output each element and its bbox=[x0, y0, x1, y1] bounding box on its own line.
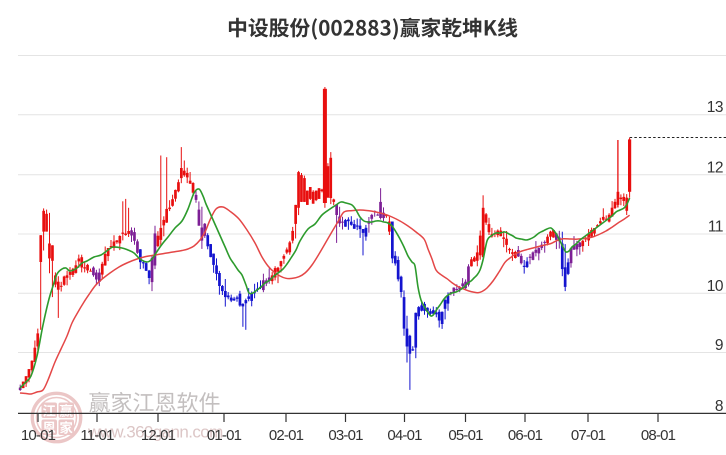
svg-text:8: 8 bbox=[715, 398, 723, 415]
svg-text:01-01: 01-01 bbox=[207, 427, 242, 444]
svg-text:08-01: 08-01 bbox=[641, 427, 676, 444]
svg-text:www.360gann.com: www.360gann.com bbox=[87, 423, 223, 442]
svg-text:13: 13 bbox=[707, 99, 723, 116]
svg-text:12-01: 12-01 bbox=[141, 427, 176, 444]
svg-text:03-01: 03-01 bbox=[328, 427, 363, 444]
svg-text:10-01: 10-01 bbox=[21, 427, 56, 444]
svg-text:9: 9 bbox=[715, 337, 723, 354]
svg-text:05-01: 05-01 bbox=[448, 427, 483, 444]
svg-text:02-01: 02-01 bbox=[269, 427, 304, 444]
svg-text:11-01: 11-01 bbox=[80, 427, 114, 444]
svg-text:10: 10 bbox=[707, 278, 724, 295]
svg-text:04-01: 04-01 bbox=[387, 427, 422, 444]
svg-text:07-01: 07-01 bbox=[571, 427, 606, 444]
svg-text:11: 11 bbox=[708, 219, 723, 236]
svg-text:06-01: 06-01 bbox=[508, 427, 543, 444]
svg-text:12: 12 bbox=[707, 159, 723, 176]
